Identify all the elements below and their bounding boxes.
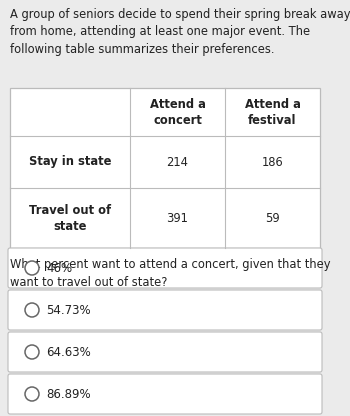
Text: 59: 59	[265, 211, 280, 225]
Circle shape	[25, 387, 39, 401]
Text: Attend a
concert: Attend a concert	[149, 97, 205, 126]
Text: 391: 391	[167, 211, 188, 225]
FancyBboxPatch shape	[8, 374, 322, 414]
Circle shape	[25, 261, 39, 275]
Text: Attend a
festival: Attend a festival	[245, 97, 300, 126]
Text: A group of seniors decide to spend their spring break away
from home, attending : A group of seniors decide to spend their…	[10, 8, 350, 56]
FancyBboxPatch shape	[8, 290, 322, 330]
Text: 186: 186	[262, 156, 284, 168]
Text: 46%: 46%	[46, 262, 72, 275]
FancyBboxPatch shape	[8, 248, 322, 288]
Text: What percent want to attend a concert, given that they
want to travel out of sta: What percent want to attend a concert, g…	[10, 258, 330, 289]
Text: Stay in state: Stay in state	[29, 156, 111, 168]
FancyBboxPatch shape	[8, 332, 322, 372]
Text: 54.73%: 54.73%	[46, 304, 91, 317]
Text: 214: 214	[167, 156, 188, 168]
Circle shape	[25, 345, 39, 359]
Text: 86.89%: 86.89%	[46, 387, 91, 401]
Circle shape	[25, 303, 39, 317]
Text: 64.63%: 64.63%	[46, 346, 91, 359]
FancyBboxPatch shape	[10, 88, 320, 248]
Text: Travel out of
state: Travel out of state	[29, 203, 111, 233]
